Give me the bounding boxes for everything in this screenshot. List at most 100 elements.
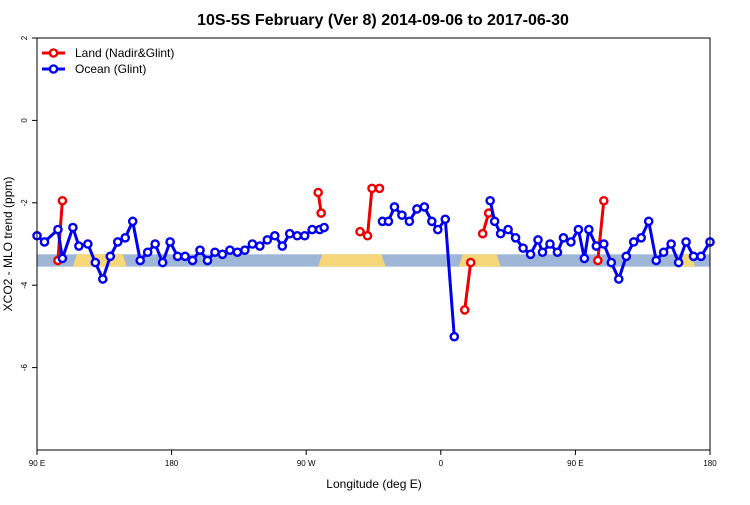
data-point — [389, 202, 400, 212]
data-point — [269, 230, 280, 241]
land-band-segment — [318, 254, 386, 267]
data-point — [172, 251, 183, 262]
x-tick-label: 90 E — [567, 459, 583, 468]
data-point — [459, 305, 470, 315]
y-tick-label: -2 — [20, 199, 29, 207]
data-point — [419, 202, 430, 212]
x-axis: 90 E 180 90 W 0 90 E 180 — [29, 450, 717, 468]
series-land — [53, 183, 609, 315]
data-point — [593, 255, 603, 266]
series-layer — [32, 183, 715, 342]
legend: Land (Nadir&Glint) Ocean (Glint) — [42, 46, 174, 76]
land-band-segment — [458, 254, 501, 267]
data-point — [202, 255, 213, 266]
data-point — [643, 216, 654, 227]
data-point — [142, 247, 153, 258]
data-point — [495, 228, 506, 239]
data-point — [696, 251, 706, 262]
data-point — [313, 187, 323, 198]
data-point — [518, 243, 528, 253]
data-point — [489, 216, 500, 227]
data-point — [485, 195, 495, 206]
x-tick-label: 180 — [703, 459, 717, 468]
legend-label: Ocean (Glint) — [75, 62, 146, 76]
data-point — [180, 251, 190, 262]
data-point — [591, 241, 602, 251]
data-point — [105, 251, 116, 262]
data-point — [135, 255, 145, 266]
data-point — [636, 233, 647, 243]
x-tick-label: 90 E — [29, 459, 45, 468]
data-point — [412, 204, 422, 214]
data-point — [628, 237, 639, 247]
data-point — [510, 233, 521, 243]
data-point — [362, 230, 373, 241]
y-axis: 2 0 -2 -4 -6 — [20, 35, 37, 371]
data-point — [383, 216, 394, 227]
legend-entry: Land (Nadir&Glint) — [42, 46, 174, 60]
data-point — [292, 230, 303, 241]
data-point — [225, 245, 235, 255]
data-point — [255, 241, 265, 251]
data-point — [232, 247, 243, 258]
data-point — [545, 239, 555, 249]
data-point — [537, 247, 548, 258]
data-point — [210, 247, 220, 258]
data-point — [367, 183, 377, 194]
data-point — [427, 216, 437, 227]
data-point — [681, 237, 691, 247]
data-point — [666, 239, 676, 249]
data-point — [90, 257, 101, 268]
data-point — [68, 222, 78, 233]
data-point — [658, 247, 669, 258]
series-ocean — [32, 195, 715, 342]
plot-area-frame — [36, 37, 711, 451]
data-point — [477, 228, 488, 239]
data-point — [621, 251, 632, 262]
legend-entry: Ocean (Glint) — [42, 62, 146, 76]
data-point — [533, 235, 543, 245]
legend-marker — [48, 48, 59, 58]
data-point — [98, 274, 108, 284]
data-point — [584, 224, 594, 235]
data-point — [397, 210, 407, 220]
y-tick-label: -6 — [20, 363, 29, 371]
data-point — [449, 331, 460, 342]
data-point — [247, 239, 258, 249]
x-axis-label: Longitude (deg E) — [326, 477, 421, 491]
data-point — [195, 245, 205, 255]
data-point — [57, 195, 68, 206]
data-point — [355, 226, 365, 237]
data-point — [240, 245, 250, 255]
data-point — [599, 195, 609, 206]
data-point — [39, 237, 50, 247]
data-point — [277, 241, 288, 251]
data-point — [83, 239, 93, 249]
data-point — [651, 255, 661, 266]
x-tick-label: 0 — [439, 459, 444, 468]
data-point — [433, 224, 443, 235]
data-point — [53, 224, 63, 235]
x-tick-label: 90 W — [297, 459, 316, 468]
data-point — [503, 224, 513, 235]
data-point — [319, 222, 329, 233]
data-point — [552, 247, 563, 258]
x-tick-label: 180 — [165, 459, 179, 468]
data-point — [57, 253, 68, 264]
data-point — [127, 216, 138, 227]
data-point — [573, 224, 584, 235]
data-point — [404, 216, 415, 227]
data-point — [74, 241, 84, 251]
data-point — [157, 257, 168, 268]
data-point — [316, 208, 326, 218]
data-point — [525, 249, 536, 260]
data-point — [112, 237, 123, 247]
series-line — [382, 204, 456, 337]
data-point — [465, 257, 476, 268]
data-point — [307, 224, 317, 235]
legend-label: Land (Nadir&Glint) — [75, 46, 174, 60]
legend-marker — [48, 64, 59, 74]
data-point — [688, 251, 699, 262]
